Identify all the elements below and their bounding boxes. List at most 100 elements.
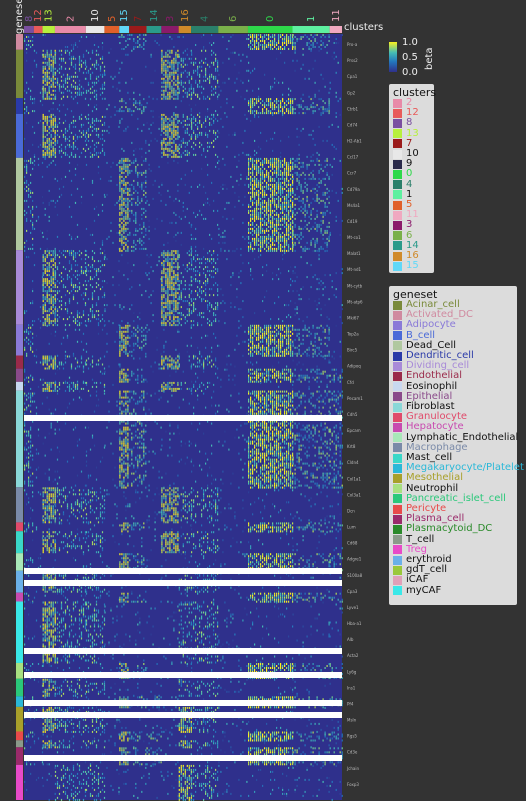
heatmap-cell	[175, 302, 177, 305]
heatmap-cell	[199, 131, 201, 134]
heatmap-cell	[106, 350, 108, 353]
heatmap-cell	[280, 233, 282, 236]
heatmap-cell	[133, 219, 135, 222]
heatmap-cell	[161, 316, 163, 319]
heatmap-cell	[262, 165, 264, 168]
heatmap-cell	[42, 322, 44, 325]
heatmap-cell	[44, 75, 46, 78]
heatmap-cell	[286, 104, 288, 107]
heatmap-cell	[207, 108, 209, 111]
heatmap-cell	[141, 181, 143, 184]
heatmap-cell	[186, 115, 188, 118]
heatmap-cell	[54, 262, 56, 265]
heatmap-cell	[91, 258, 94, 261]
heatmap-cell	[50, 276, 52, 279]
heatmap-cell	[314, 241, 316, 244]
heatmap-cell	[32, 332, 34, 335]
heatmap-cell	[262, 219, 264, 222]
heatmap-cell	[42, 97, 44, 100]
heatmap-cell	[44, 290, 46, 293]
heatmap-cell	[68, 252, 71, 255]
heatmap-cell	[173, 278, 175, 281]
heatmap-cell	[50, 119, 52, 122]
heatmap-cell	[203, 247, 205, 250]
heatmap-cell	[42, 272, 44, 275]
heatmap-cell	[292, 183, 294, 186]
heatmap-cell	[199, 97, 201, 100]
heatmap-cell	[44, 264, 46, 267]
heatmap-cell	[72, 250, 75, 253]
heatmap-cell	[322, 213, 324, 216]
heatmap-cell	[50, 153, 52, 156]
heatmap-cell	[119, 219, 121, 222]
heatmap-cell	[268, 38, 270, 40]
heatmap-cell	[50, 149, 52, 152]
heatmap-cell	[131, 270, 133, 273]
heatmap-cell	[197, 270, 199, 273]
heatmap-cell	[246, 245, 248, 248]
heatmap-cell	[234, 51, 236, 54]
heatmap-cell	[310, 49, 312, 52]
heatmap-cell	[180, 73, 182, 76]
heatmap-cell	[127, 245, 129, 248]
heatmap-cell	[294, 272, 296, 275]
heatmap-cell	[292, 98, 294, 101]
heatmap-cell	[300, 298, 302, 301]
heatmap-cell	[152, 197, 154, 200]
heatmap-cell	[178, 288, 180, 291]
heatmap-cell	[324, 229, 326, 232]
heatmap-cell	[167, 262, 169, 265]
heatmap-cell	[300, 185, 302, 188]
heatmap-cell	[52, 310, 54, 313]
heatmap-cell	[308, 229, 310, 232]
heatmap-cell	[26, 229, 28, 232]
heatmap-cell	[280, 239, 282, 242]
heatmap-cell	[260, 169, 262, 172]
heatmap-cell	[95, 318, 98, 321]
heatmap-cell	[171, 95, 173, 98]
heatmap-cell	[324, 102, 326, 105]
heatmap-cell	[252, 211, 254, 214]
heatmap-cell	[188, 151, 190, 154]
heatmap-cell	[314, 40, 316, 42]
heatmap-cell	[95, 98, 98, 101]
heatmap-cell	[24, 330, 26, 333]
heatmap-cell	[175, 239, 177, 242]
heatmap-cell	[72, 55, 75, 58]
heatmap-cell	[218, 191, 220, 194]
heatmap-cell	[304, 249, 306, 252]
heatmap-cell	[292, 280, 294, 283]
heatmap-cell	[167, 97, 169, 100]
heatmap-cell	[186, 129, 188, 132]
heatmap-cell	[290, 189, 292, 192]
heatmap-cell	[74, 167, 77, 170]
heatmap-cell	[85, 65, 88, 68]
heatmap-cell	[306, 211, 308, 214]
heatmap-cell	[278, 42, 280, 44]
heatmap-cell	[39, 91, 42, 94]
heatmap-cell	[276, 187, 278, 190]
heatmap-cell	[190, 304, 192, 307]
heatmap-cell	[169, 276, 171, 279]
heatmap-cell	[213, 115, 215, 118]
heatmap-cell	[133, 161, 135, 164]
heatmap-cell	[131, 110, 133, 113]
heatmap-cell	[292, 108, 294, 111]
heatmap-cell	[28, 195, 30, 198]
heatmap-cell	[48, 95, 50, 98]
heatmap-cell	[190, 108, 192, 111]
heatmap-cell	[97, 119, 100, 122]
heatmap-cell	[213, 312, 215, 315]
heatmap-cell	[50, 322, 52, 325]
heatmap-cell	[56, 81, 59, 84]
heatmap-cell	[335, 112, 337, 115]
heatmap-cell	[48, 65, 50, 68]
heatmap-cell	[308, 177, 310, 180]
heatmap-cell	[288, 195, 290, 198]
heatmap-cell	[266, 290, 268, 293]
heatmap-cell	[260, 161, 262, 164]
heatmap-cell	[308, 163, 310, 166]
heatmap-cell	[310, 264, 312, 267]
heatmap-cell	[119, 203, 121, 206]
heatmap-cell	[33, 264, 36, 267]
